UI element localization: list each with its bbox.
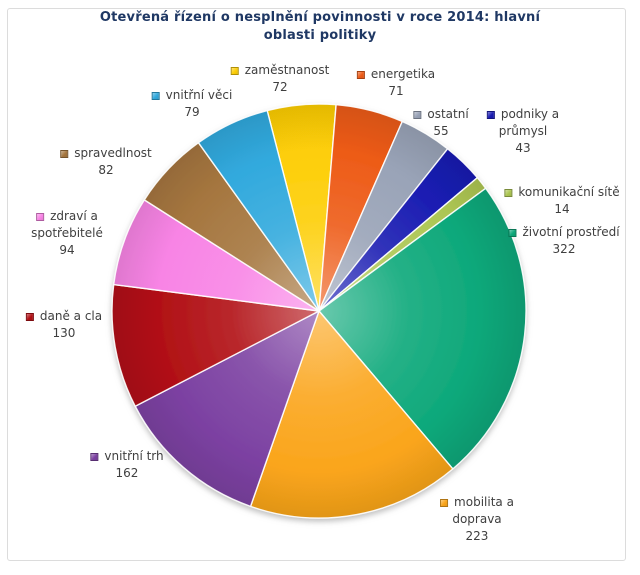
legend-key-icon-spravedlnost [60,149,69,158]
legend-key-icon-energetika [356,70,365,79]
data-label-text-line: spravedlnost [60,145,152,162]
data-label-text-line: komunikační sítě [504,184,620,201]
data-label-komunikacni-site: komunikační sítě 14 [504,184,620,218]
legend-key-icon-ostatni [413,110,422,119]
data-label-spravedlnost: spravedlnost 82 [60,145,152,179]
data-label-zamestnanost: zaměstnanost 72 [230,62,329,96]
legend-key-icon-dane-a-cla [25,312,34,321]
pie-slice-dane-a-cla [111,283,320,407]
data-label-text-line: spotřebitelé [31,226,103,240]
legend-key-icon-zivotni-prostredi [508,228,517,237]
legend-key-icon-zamestnanost [230,66,239,75]
data-label-energetika: energetika 71 [356,66,435,100]
legend-key-icon-vnitrni-trh [90,452,99,461]
legend-key-icon-zdravi-a-spotrebitele [36,212,45,221]
legend-key-icon-podniky-a-prumysl [486,110,495,119]
data-label-value: 322 [552,242,576,256]
chart-title-line-2: oblasti politiky [263,28,377,43]
data-label-value: 94 [59,243,75,257]
data-label-text-line: životní prostředí [508,224,620,241]
pie-slice-vnitrni-trh [134,310,320,508]
data-label-text-line: zaměstnanost [230,62,329,79]
chart-title-line-1: Otevřená řízení o nesplnění povinnosti v… [99,10,541,25]
data-label-text-line: doprava [452,512,502,526]
pie-slices-group [111,103,527,519]
data-label-text-line: průmysl [498,124,548,138]
data-label-value: 55 [433,124,449,138]
data-label-vnitrni-trh: vnitřní trh 162 [90,448,164,482]
data-label-podniky-a-prumysl: podniky a průmysl 43 [486,106,559,157]
data-label-value: 72 [272,80,288,94]
data-label-value: 130 [52,326,76,340]
data-label-dane-a-cla: daně a cla 130 [25,308,102,342]
data-label-value: 82 [98,163,114,177]
data-label-text-line: podniky a [486,106,559,123]
data-label-ostatni: ostatní 55 [413,106,469,140]
data-label-value: 43 [515,141,531,155]
pie-slice-zivotni-prostredi [318,187,527,470]
legend-key-icon-vnitrni-veci [151,91,160,100]
pie-slice-vnitrni-veci [197,109,320,312]
chart-frame [7,8,626,561]
data-label-text-line: mobilita a [440,494,514,511]
data-label-value: 71 [388,84,404,98]
data-label-zivotni-prostredi: životní prostředí 322 [508,224,620,258]
data-label-vnitrni-veci: vnitřní věci 79 [151,87,232,121]
data-label-text-line: vnitřní věci [151,87,232,104]
data-label-value: 79 [184,105,200,119]
legend-key-icon-komunikacni-site [504,188,513,197]
legend-key-icon-mobilita-a-doprava [440,498,449,507]
data-label-text-line: vnitřní trh [90,448,164,465]
data-label-zdravi-a-spotrebitele: zdraví a spotřebitelé 94 [31,208,103,259]
data-label-text-line: daně a cla [25,308,102,325]
data-label-value: 162 [115,466,139,480]
data-label-value: 14 [554,202,570,216]
data-label-mobilita-a-doprava: mobilita a doprava 223 [440,494,514,545]
data-label-text-line: energetika [356,66,435,83]
chart-title: Otevřená řízení o nesplnění povinnosti v… [0,9,640,45]
data-label-value: 223 [465,529,489,543]
data-label-text-line: zdraví a [31,208,103,225]
data-label-text-line: ostatní [413,106,469,123]
